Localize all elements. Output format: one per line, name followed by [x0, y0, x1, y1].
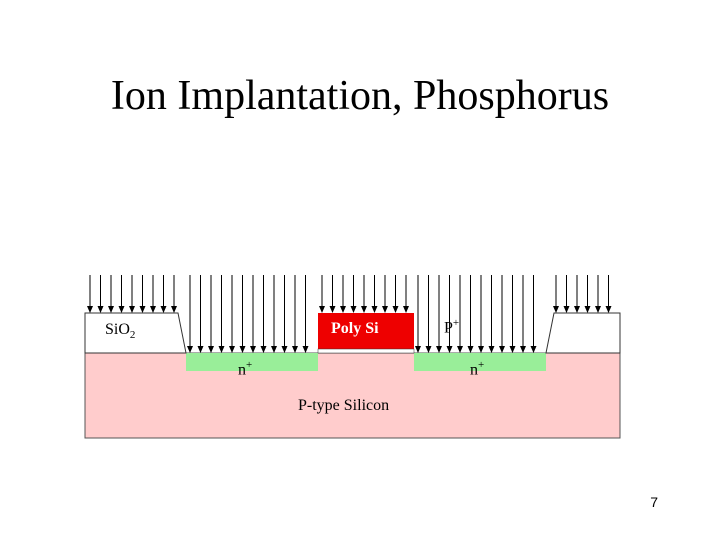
implant-arrow-head — [595, 306, 601, 313]
implant-arrow-head — [530, 346, 537, 353]
n-plus-right-label: n+ — [470, 359, 485, 379]
implant-arrow-head — [499, 346, 505, 353]
implant-arrow-head — [281, 346, 288, 353]
implant-arrow-head — [446, 346, 453, 353]
slide-title: Ion Implantation, Phosphorus — [110, 73, 610, 119]
implant-arrow-head — [319, 306, 325, 313]
gate-oxide — [317, 348, 415, 354]
implant-arrows — [87, 275, 612, 353]
implant-arrow-head — [509, 346, 516, 353]
implant-arrow-head — [97, 306, 104, 313]
implant-arrow-head — [302, 346, 309, 353]
page-number: 7 — [650, 494, 658, 510]
implant-arrow-head — [129, 306, 135, 313]
implant-arrow-head — [553, 306, 559, 313]
implant-arrow-head — [239, 346, 246, 353]
implant-arrow-head — [350, 306, 357, 313]
implant-arrow-head — [208, 346, 214, 353]
implant-arrow-head — [229, 346, 235, 353]
implant-arrow-head — [118, 306, 125, 313]
implant-arrow-head — [403, 306, 409, 313]
poly-si-gate — [318, 313, 414, 349]
oxide-right — [545, 312, 621, 354]
implant-arrow-head — [197, 346, 204, 353]
substrate-label: P-type Silicon — [298, 397, 390, 414]
implant-arrow-head — [329, 306, 336, 313]
implant-arrow-head — [574, 306, 580, 313]
implant-arrow-head — [87, 306, 93, 313]
implant-arrow-head — [171, 306, 177, 313]
implant-arrow-head — [436, 346, 442, 353]
implant-arrow-head — [250, 346, 256, 353]
implant-arrow-head — [478, 346, 484, 353]
implant-arrow-head — [584, 306, 591, 313]
implant-arrow-head — [392, 306, 399, 313]
implant-arrow-head — [371, 306, 378, 313]
poly-si-label: Poly Si — [331, 320, 379, 337]
implant-arrow-head — [108, 306, 114, 313]
oxide-left — [84, 312, 187, 354]
implant-arrow-head — [271, 346, 277, 353]
implant-arrow-head — [605, 306, 612, 313]
implant-arrow-head — [218, 346, 225, 353]
implant-arrow-head — [457, 346, 463, 353]
implant-arrow-head — [139, 306, 146, 313]
implant-arrow-head — [382, 306, 388, 313]
n-plus-left-label: n+ — [238, 359, 253, 379]
oxide-label: SiO2 — [105, 321, 136, 342]
implant-arrow-head — [340, 306, 346, 313]
implant-arrow-head — [488, 346, 495, 353]
implant-arrow-head — [361, 306, 367, 313]
n-plus-left-region — [186, 353, 318, 371]
implant-arrow-head — [467, 346, 474, 353]
implant-arrow-head — [160, 306, 167, 313]
implant-arrow-head — [187, 346, 193, 353]
n-plus-right-region — [414, 353, 546, 371]
implant-arrow-head — [260, 346, 267, 353]
p-plus-label: P+ — [444, 317, 460, 337]
implant-arrow-head — [150, 306, 156, 313]
implant-arrow-head — [425, 346, 432, 353]
implant-arrow-head — [292, 346, 298, 353]
implant-arrow-head — [520, 346, 526, 353]
implant-arrow-head — [563, 306, 570, 313]
implant-arrow-head — [415, 346, 421, 353]
